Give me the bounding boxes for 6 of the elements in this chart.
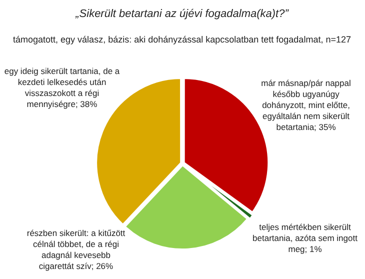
chart-title: „Sikerült betartani az újévi fogadalma(ka)t?” [74,8,290,20]
chart-subtitle: támogatott, egy válasz, bázis: aki dohányzással kapcsolatban tett fogadalmat, n=127 [13,34,351,44]
slice-label: részben sikerült: a kitűzött célnál többet, de a régi adagnál kevesebb cigarettát szív; 26% [26,228,126,271]
slice-label: egy ideig sikerült tartania, de a kezdeti lelkesedés után visszaszokott a régi mennyiségre; 38% [4,66,120,109]
slice-label: már másnap/pár nappal később ugyanúgy dohányzott, mint előtte, egyáltalán nem sikerült betartania; 35% [261,78,351,132]
slice-label: teljes mértékben sikerült betartania, azóta sem ingott meg; 1% [252,222,358,254]
